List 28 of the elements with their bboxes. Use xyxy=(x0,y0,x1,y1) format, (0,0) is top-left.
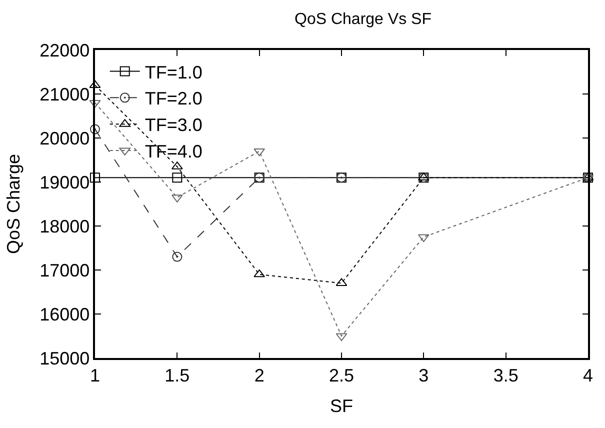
point xyxy=(254,269,266,278)
chart-title: QoS Charge Vs SF xyxy=(294,11,432,28)
x-tick-label: 2 xyxy=(254,365,264,386)
legend-label: TF=4.0 xyxy=(144,142,202,162)
y-tick-label: 19000 xyxy=(40,172,90,192)
x-axis-title: SF xyxy=(330,396,354,416)
y-tick-label: 21000 xyxy=(40,84,90,104)
point xyxy=(254,148,266,156)
legend-label: TF=1.0 xyxy=(144,62,202,82)
legend-label: TF=3.0 xyxy=(144,115,202,136)
x-tick-label: 4 xyxy=(582,365,594,386)
x-tick-label: 3 xyxy=(418,365,429,386)
point xyxy=(172,252,182,262)
x-tick-label: 2.5 xyxy=(328,365,354,386)
point xyxy=(90,172,100,183)
y-tick-label: 22000 xyxy=(40,40,90,60)
x-tick-label: 1 xyxy=(90,365,100,386)
y-tick-label: 16000 xyxy=(40,304,90,324)
y-tick-label: 17000 xyxy=(40,260,90,280)
y-axis-title: QoS Charge xyxy=(3,154,24,254)
y-tick-label: 20000 xyxy=(40,128,90,148)
y-tick-label: 18000 xyxy=(40,216,90,236)
x-tick-label: 1.5 xyxy=(164,365,190,386)
point xyxy=(90,124,100,134)
y-tick-label: 15000 xyxy=(40,348,90,368)
x-tick-label: 3.5 xyxy=(493,365,518,386)
legend-label: TF=2.0 xyxy=(144,88,202,109)
point xyxy=(172,172,182,183)
